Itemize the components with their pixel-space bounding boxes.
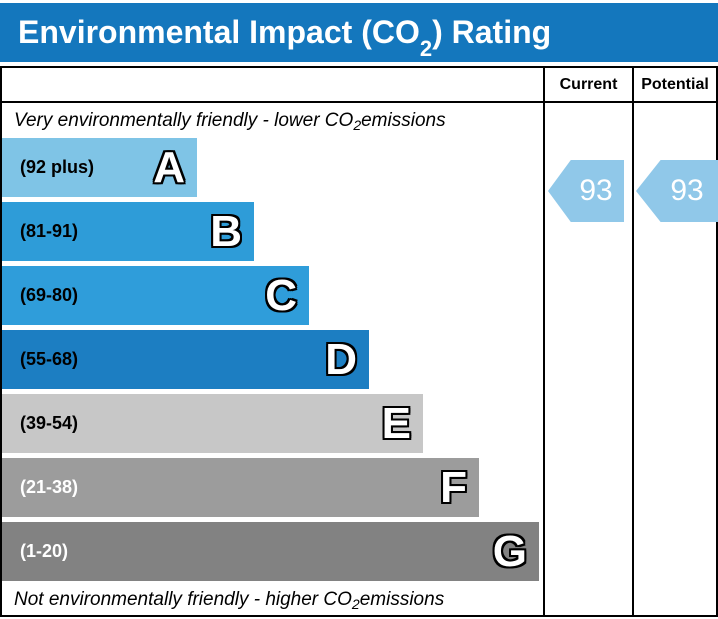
band-c-range-label: (69-80)	[20, 285, 79, 305]
band-b-letter: B	[210, 206, 242, 256]
band-e: (39-54) E	[2, 394, 423, 453]
band-g: (1-20) G	[2, 522, 539, 581]
band-c-letter: C	[265, 270, 297, 320]
band-a: (92 plus) A	[2, 138, 197, 197]
band-a-range-label: (92 plus)	[20, 157, 95, 177]
band-b-range-label: (81-91)	[20, 221, 79, 241]
current-column-header: Current	[543, 68, 632, 101]
top-scale-note: Very environmentally friendly - lower CO…	[14, 109, 446, 133]
table-header-row: Current Potential	[2, 68, 716, 103]
potential-rating-arrow: 93	[636, 160, 718, 222]
band-f-letter: F	[440, 462, 467, 512]
potential-column-header: Potential	[632, 68, 716, 101]
chart-title-bar: Environmental Impact (CO2) Rating	[0, 3, 718, 62]
band-f: (21-38) F	[2, 458, 479, 517]
band-d-letter: D	[325, 334, 357, 384]
band-a-letter: A	[153, 142, 185, 192]
potential-column: 93	[632, 103, 718, 615]
band-e-range-label: (39-54)	[20, 413, 79, 433]
table-header-main-spacer	[2, 68, 543, 101]
current-rating-value: 93	[579, 174, 613, 207]
band-b: (81-91) B	[2, 202, 254, 261]
band-c: (69-80) C	[2, 266, 309, 325]
current-column: 93	[543, 103, 632, 615]
band-g-range-label: (1-20)	[20, 541, 69, 561]
band-e-letter: E	[381, 398, 411, 448]
band-d-range-label: (55-68)	[20, 349, 79, 369]
band-f-range-label: (21-38)	[20, 477, 79, 497]
rating-table: Current Potential Very environmentally f…	[0, 66, 718, 617]
band-g-letter: G	[492, 526, 527, 576]
band-d: (55-68) D	[2, 330, 369, 389]
potential-rating-value: 93	[670, 174, 704, 207]
bands-column: Very environmentally friendly - lower CO…	[2, 103, 543, 615]
table-body: Very environmentally friendly - lower CO…	[2, 103, 718, 615]
current-rating-arrow: 93	[548, 160, 624, 222]
bottom-scale-note: Not environmentally friendly - higher CO…	[14, 589, 445, 612]
chart-title: Environmental Impact (CO2) Rating	[18, 14, 552, 62]
